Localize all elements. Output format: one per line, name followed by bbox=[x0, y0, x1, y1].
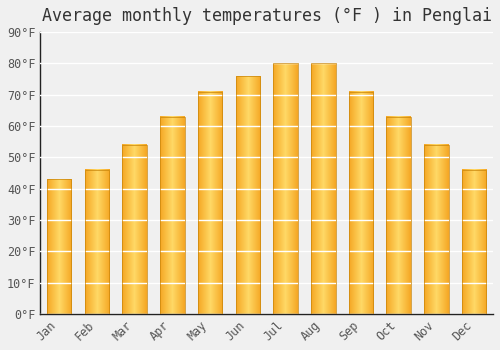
Bar bbox=[198, 92, 222, 314]
Bar bbox=[386, 117, 411, 314]
Bar bbox=[348, 92, 374, 314]
Bar bbox=[424, 145, 448, 314]
Title: Average monthly temperatures (°F ) in Penglai: Average monthly temperatures (°F ) in Pe… bbox=[42, 7, 492, 25]
Bar bbox=[160, 117, 184, 314]
Bar bbox=[311, 63, 336, 314]
Bar bbox=[462, 170, 486, 314]
Bar bbox=[84, 170, 109, 314]
Bar bbox=[274, 63, 298, 314]
Bar bbox=[47, 179, 72, 314]
Bar bbox=[236, 76, 260, 314]
Bar bbox=[122, 145, 147, 314]
